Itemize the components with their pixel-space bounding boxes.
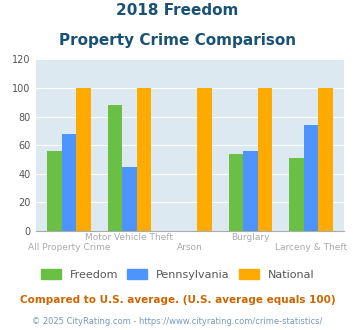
Bar [61, 134, 76, 231]
Text: Property Crime Comparison: Property Crime Comparison [59, 33, 296, 48]
Bar [76, 88, 91, 231]
Text: © 2025 CityRating.com - https://www.cityrating.com/crime-statistics/: © 2025 CityRating.com - https://www.city… [32, 317, 323, 326]
Bar [122, 167, 137, 231]
Text: Arson: Arson [177, 243, 203, 251]
Text: 2018 Freedom: 2018 Freedom [116, 3, 239, 18]
Text: Motor Vehicle Theft: Motor Vehicle Theft [85, 233, 173, 242]
Bar [229, 154, 243, 231]
Bar [258, 88, 272, 231]
Bar [318, 88, 333, 231]
Bar [108, 105, 122, 231]
Text: Larceny & Theft: Larceny & Theft [275, 243, 347, 251]
Text: Burglary: Burglary [231, 233, 270, 242]
Text: All Property Crime: All Property Crime [28, 243, 110, 251]
Bar [289, 158, 304, 231]
Bar [197, 88, 212, 231]
Bar [243, 151, 258, 231]
Legend: Freedom, Pennsylvania, National: Freedom, Pennsylvania, National [37, 265, 318, 284]
Bar [137, 88, 151, 231]
Bar [304, 125, 318, 231]
Text: Compared to U.S. average. (U.S. average equals 100): Compared to U.S. average. (U.S. average … [20, 295, 335, 305]
Bar [47, 151, 61, 231]
